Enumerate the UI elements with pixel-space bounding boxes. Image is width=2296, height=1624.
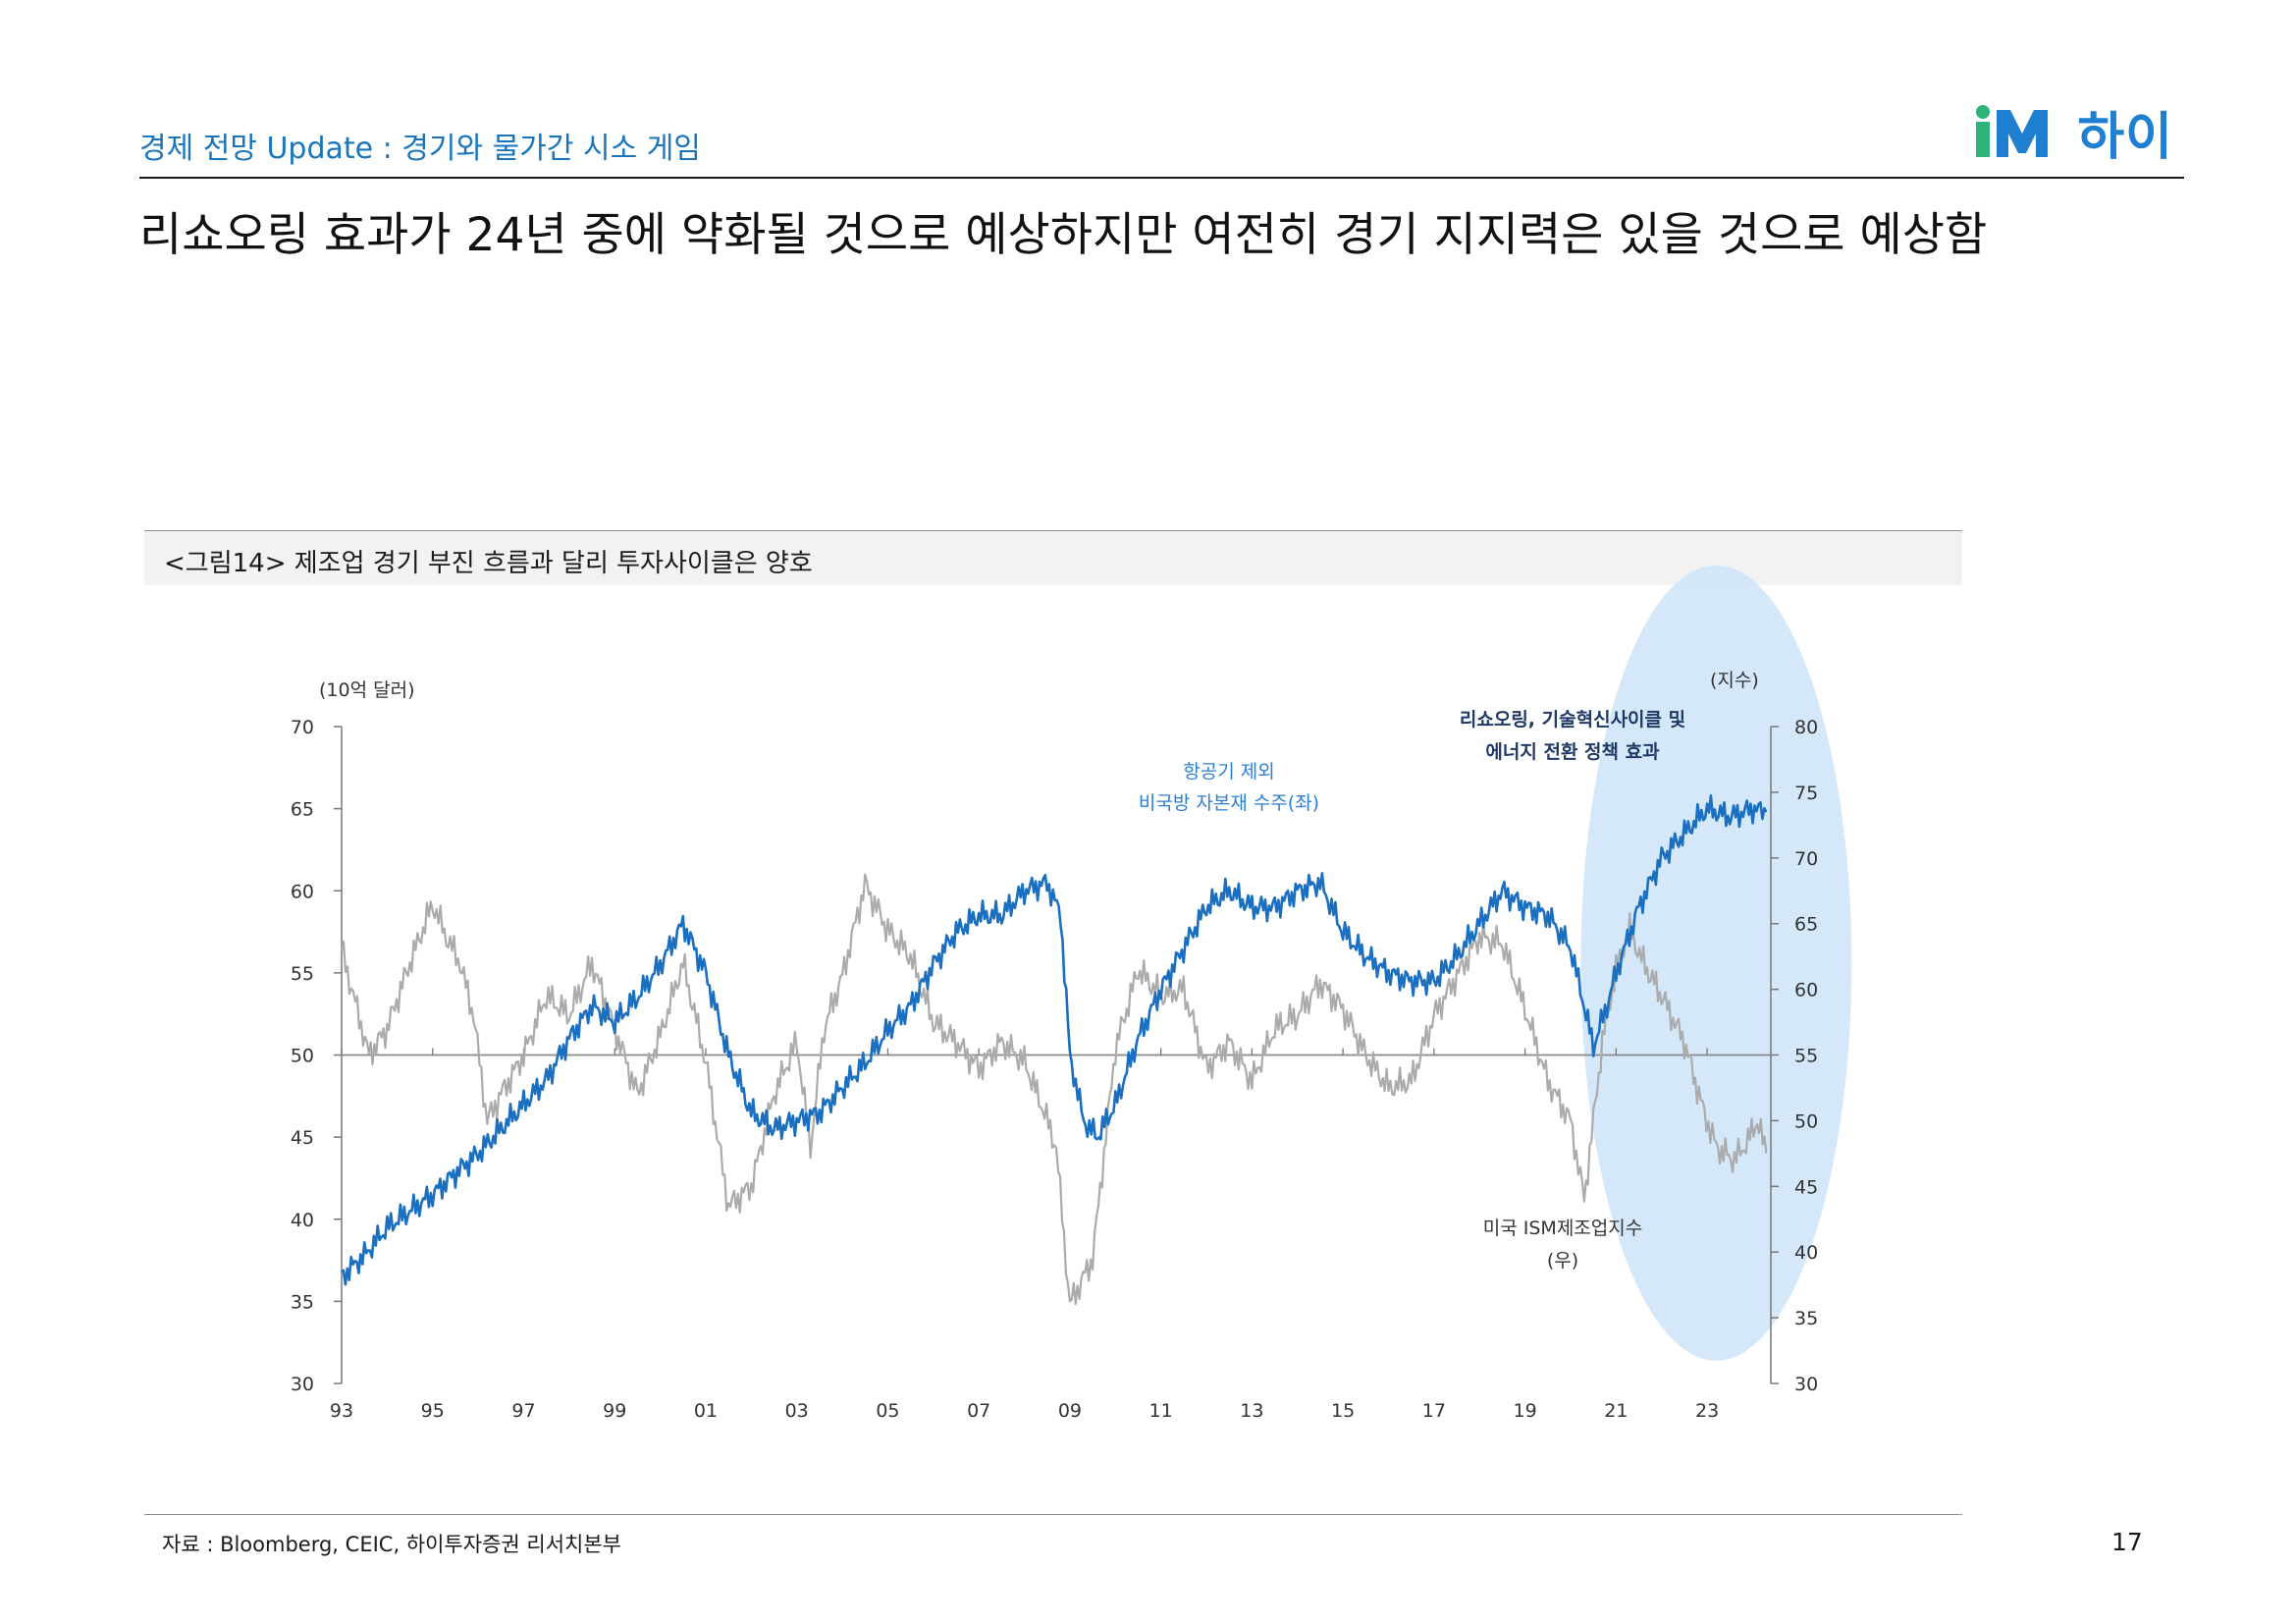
figure-caption-bar: <그림14> 제조업 경기 부진 흐름과 달리 투자사이클은 양호 [144,530,1962,585]
figure-caption: <그림14> 제조업 경기 부진 흐름과 달리 투자사이클은 양호 [164,549,813,578]
right-tick-label: 55 [1794,1046,1818,1067]
section-subtitle: 경제 전망 Update : 경기와 물가간 시소 게임 [139,132,701,166]
header-divider [139,177,2184,179]
x-tick-label: 93 [330,1400,353,1422]
left-tick-label: 70 [291,717,314,738]
highlight-label-line2: 에너지 전환 정책 효과 [1485,741,1660,763]
brand-logo-text: 하이 [2077,107,2173,167]
x-tick-label: 97 [511,1400,535,1422]
series-line-capital-goods [341,794,1768,1286]
x-tick-label: 07 [967,1400,990,1422]
x-tick-label: 05 [876,1400,899,1422]
right-tick-label: 35 [1794,1308,1818,1329]
x-tick-label: 17 [1422,1400,1446,1422]
right-axis-unit: (지수) [1710,670,1759,691]
x-tick-label: 23 [1695,1400,1719,1422]
x-tick-label: 21 [1604,1400,1628,1422]
x-tick-label: 15 [1331,1400,1355,1422]
source-note: 자료 : Bloomberg, CEIC, 하이투자증권 리서치본부 [162,1533,621,1556]
right-tick-label: 45 [1794,1176,1818,1198]
series-line-ism [340,873,1768,1306]
right-tick-label: 30 [1794,1374,1818,1395]
blue-series-label-line2: 비국방 자본재 수주(좌) [1139,792,1319,814]
left-tick-label: 60 [291,881,314,902]
left-axis-unit: (10억 달러) [319,679,414,701]
left-tick-label: 30 [291,1374,314,1395]
left-tick-label: 40 [291,1210,314,1231]
left-tick-label: 50 [291,1046,314,1067]
blue-series-label-line1: 항공기 제외 [1183,761,1274,783]
highlight-label-line1: 리쇼오링, 기술혁신사이클 및 [1460,709,1685,731]
right-tick-label: 60 [1794,980,1818,1001]
x-tick-label: 13 [1240,1400,1263,1422]
left-tick-label: 55 [291,963,314,985]
gray-series-label-line1: 미국 ISM제조업지수 [1483,1218,1642,1239]
right-tick-label: 65 [1794,914,1818,936]
x-tick-label: 01 [694,1400,718,1422]
brand-logo: 하이 [1973,102,2173,167]
x-tick-label: 09 [1058,1400,1082,1422]
left-tick-label: 45 [291,1127,314,1149]
brand-logo-mark [1976,105,2049,157]
x-tick-label: 99 [603,1400,626,1422]
right-tick-label: 80 [1794,717,1818,738]
x-tick-label: 11 [1149,1400,1173,1422]
gray-series-label-line2: (우) [1547,1250,1578,1272]
right-tick-label: 75 [1794,783,1818,804]
highlight-ellipse [1580,565,1852,1361]
page-headline: 리쇼오링 효과가 24년 중에 약화될 것으로 예상하지만 여전히 경기 지지력… [139,208,1988,262]
x-tick-label: 03 [785,1400,809,1422]
footer-divider [144,1514,1962,1515]
page-number: 17 [2111,1528,2143,1556]
x-tick-label: 95 [421,1400,445,1422]
right-tick-label: 40 [1794,1242,1818,1264]
right-tick-label: 50 [1794,1110,1818,1132]
left-tick-label: 65 [291,799,314,821]
left-tick-label: 35 [291,1291,314,1313]
right-tick-label: 70 [1794,848,1818,870]
x-tick-label: 19 [1514,1400,1537,1422]
